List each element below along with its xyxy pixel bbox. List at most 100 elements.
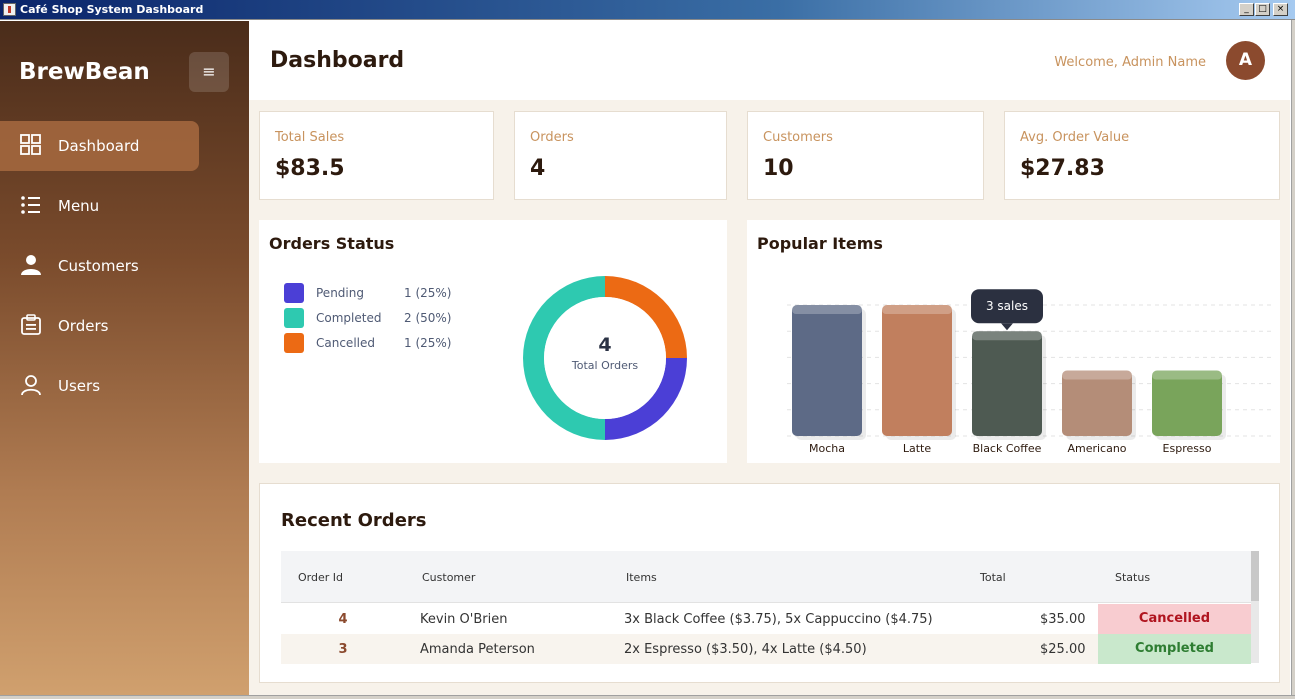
bar-label: Black Coffee [973, 442, 1042, 455]
table-scrollbar-track[interactable] [1251, 551, 1259, 663]
bar-label: Espresso [1163, 442, 1212, 455]
minimize-button[interactable]: _ [1239, 3, 1254, 16]
legend-value: 1 (25%) [404, 336, 452, 350]
avatar[interactable]: A [1226, 41, 1265, 80]
legend-value: 2 (50%) [404, 311, 452, 325]
total-cell: $35.00 [1040, 612, 1086, 627]
menu-toggle-button[interactable]: ≡ [189, 52, 229, 92]
sidebar-item-menu[interactable]: Menu [0, 181, 199, 231]
legend-name: Completed [316, 311, 382, 325]
bar-tooltip [971, 289, 1043, 324]
window-title: Café Shop System Dashboard [20, 3, 204, 16]
hamburger-icon: ≡ [202, 62, 216, 81]
close-button[interactable]: × [1273, 3, 1288, 16]
table-header: Order Id Customer Items Total Status [281, 551, 1251, 603]
bar-latte[interactable] [882, 305, 952, 436]
sidebar-item-users[interactable]: Users [0, 361, 199, 411]
bar-cap [972, 331, 1042, 341]
column-header-status[interactable]: Status [1115, 571, 1151, 584]
status-badge: Cancelled [1098, 604, 1251, 634]
sidebar-item-label: Customers [58, 257, 139, 275]
bar-black-coffee[interactable] [972, 331, 1042, 436]
sidebar-item-orders[interactable]: Orders [0, 301, 199, 351]
legend-value: 1 (25%) [404, 286, 452, 300]
customer-cell: Amanda Peterson [420, 642, 535, 657]
stat-label: Orders [530, 130, 574, 145]
bar-label: Mocha [809, 442, 845, 455]
bar-americano[interactable] [1062, 370, 1132, 437]
window-frame-right [1291, 20, 1295, 699]
donut-center-label: Total Orders [571, 359, 639, 372]
popular-items-panel: Popular Items Mocha Latte Black Coffee 3 sa… [747, 220, 1280, 463]
donut-center: 4 Total Orders [521, 334, 689, 372]
legend-swatch [284, 333, 304, 353]
stat-card-total-sales: Total Sales $83.5 [259, 111, 494, 200]
table-row[interactable]: 3 Amanda Peterson 2x Espresso ($3.50), 4… [281, 634, 1251, 664]
panel-title: Popular Items [757, 234, 883, 253]
brand-name: BrewBean [19, 59, 150, 85]
bar-espresso[interactable] [1152, 370, 1222, 437]
column-header-total[interactable]: Total [980, 571, 1006, 584]
sidebar-item-customers[interactable]: Customers [0, 241, 199, 291]
page-title: Dashboard [270, 48, 405, 73]
items-cell: 2x Espresso ($3.50), 4x Latte ($4.50) [624, 642, 867, 657]
legend-swatch [284, 308, 304, 328]
items-cell: 3x Black Coffee ($3.75), 5x Cappuccino (… [624, 612, 933, 627]
stat-label: Customers [763, 130, 833, 145]
legend-swatch [284, 283, 304, 303]
stat-value: 4 [530, 156, 546, 181]
stat-card-avg-order-value: Avg. Order Value $27.83 [1004, 111, 1280, 200]
sidebar-item-label: Menu [58, 197, 100, 215]
stat-label: Total Sales [275, 130, 345, 145]
donut-slice-cancelled [605, 276, 687, 358]
legend-name: Cancelled [316, 336, 375, 350]
stat-card-customers: Customers 10 [747, 111, 984, 200]
legend-item-pending: Pending 1 (25%) [284, 283, 484, 303]
bar-mocha[interactable] [792, 305, 862, 436]
sidebar-item-label: Users [58, 377, 101, 395]
sidebar-item-label: Dashboard [58, 137, 140, 155]
bar-label: Americano [1067, 442, 1126, 455]
clipboard-icon [21, 314, 41, 335]
donut-center-value: 4 [598, 334, 612, 356]
column-header-order-id[interactable]: Order Id [298, 571, 343, 584]
panel-title: Recent Orders [281, 510, 427, 531]
person-icon [21, 255, 41, 275]
stat-card-orders: Orders 4 [514, 111, 727, 200]
bar-cap [792, 305, 862, 314]
tooltip-arrow [1001, 323, 1013, 331]
bar-cap [882, 305, 952, 314]
status-badge: Completed [1098, 634, 1251, 664]
popular-items-bar-chart: Mocha Latte Black Coffee 3 sales Americano Es… [787, 289, 1275, 455]
dashboard-grid-icon [20, 134, 41, 155]
bar-label: Latte [903, 442, 931, 455]
stat-value: 10 [763, 156, 794, 181]
orders-status-panel: Orders Status Pending 1 (25%) Completed … [259, 220, 727, 463]
stat-value: $27.83 [1020, 156, 1105, 181]
panel-title: Orders Status [269, 234, 395, 253]
order-id-cell: 3 [338, 642, 348, 657]
orders-donut-chart: 4 Total Orders [521, 274, 689, 442]
bar-cap [1152, 370, 1222, 380]
tooltip-text: 3 sales [986, 299, 1028, 313]
donut-svg [523, 276, 687, 440]
legend-item-completed: Completed 2 (50%) [284, 308, 484, 328]
column-header-customer[interactable]: Customer [422, 571, 476, 584]
table-scrollbar-thumb[interactable] [1251, 551, 1259, 601]
welcome-text: Welcome, Admin Name [1054, 55, 1206, 70]
window-frame-bottom [0, 695, 1295, 699]
stat-value: $83.5 [275, 156, 345, 181]
maximize-button[interactable]: □ [1255, 3, 1270, 16]
donut-slice-pending [605, 358, 687, 440]
donut-slice-completed [523, 276, 605, 440]
sidebar-item-dashboard[interactable]: Dashboard [0, 121, 199, 171]
column-header-items[interactable]: Items [626, 571, 657, 584]
customer-cell: Kevin O'Brien [420, 612, 508, 627]
table-row[interactable]: 4 Kevin O'Brien 3x Black Coffee ($3.75),… [281, 604, 1251, 634]
sidebar: BrewBean ≡ Dashboard Menu Customers [0, 21, 249, 695]
legend-name: Pending [316, 286, 364, 300]
stat-label: Avg. Order Value [1020, 130, 1130, 145]
user-outline-icon [21, 375, 41, 396]
recent-orders-panel: Recent Orders Order Id Customer Items To… [259, 483, 1280, 683]
legend-item-cancelled: Cancelled 1 (25%) [284, 333, 484, 353]
